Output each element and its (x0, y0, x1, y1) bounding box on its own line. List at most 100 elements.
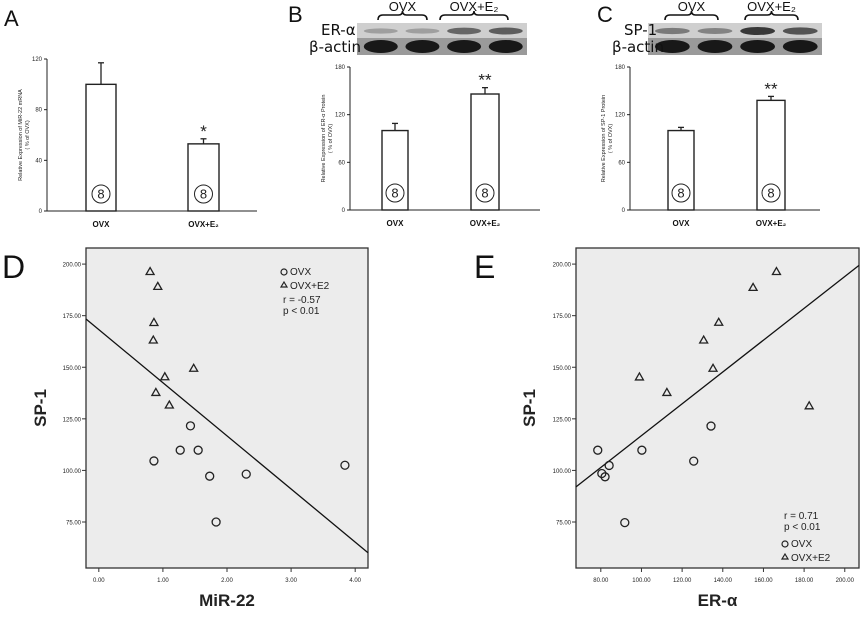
data-point-ovx (149, 456, 159, 466)
x-tick-label: 180.00 (795, 578, 814, 584)
y-axis-label: Relative Expression of SP-1 Protein (601, 95, 607, 182)
legend: OVX OVX+E2 (780, 539, 831, 564)
n-label: 8 (677, 186, 684, 201)
y-tick-label: 125.00 (63, 417, 82, 423)
x-tick-label: 160.00 (754, 578, 773, 584)
n-label: 8 (481, 186, 488, 201)
n-label: 8 (767, 186, 774, 201)
data-point-ovx-e2 (707, 362, 719, 372)
n-circle (761, 183, 781, 203)
panel-label: C (597, 2, 613, 27)
y-axis-label: Relative Expression of MiR-22 mRNA (18, 89, 24, 181)
blot-strip-actin (648, 38, 822, 55)
data-point-ovx-e2 (771, 266, 782, 276)
blot-band (363, 28, 398, 34)
data-point-ovx (211, 517, 221, 527)
data-point-ovx-e2 (661, 387, 672, 397)
data-point-ovx-e2 (713, 316, 724, 326)
legend-circle-icon (280, 268, 288, 276)
n-label: 8 (97, 187, 104, 202)
blot-row-label: ER-α (321, 21, 356, 39)
blot-band (740, 27, 776, 35)
y-tick-label: 150.00 (553, 366, 572, 372)
blot-band (447, 27, 482, 35)
y-tick-label: 75.00 (556, 520, 572, 526)
legend-circle-icon (781, 540, 789, 548)
y-axis-label-unit: ( % of OVX) (328, 124, 334, 154)
blot-row-label: SP-1 (624, 21, 657, 39)
y-axis-label: Relative Expression of ER-α Protein (321, 95, 327, 183)
x-tick-label: 2.00 (221, 578, 233, 584)
y-axis-label-unit: ( % of OVX) (608, 124, 614, 154)
legend-triangle-icon (279, 280, 289, 288)
data-point-ovx-e2 (152, 281, 163, 291)
panel-a-bar-chart: A 0 40 80 120 Relative Expression of MiR-22 m… (4, 6, 257, 229)
y-axis-label: SP-1 (31, 389, 50, 427)
blot-band (405, 40, 440, 53)
significance-marker: ** (478, 71, 492, 90)
x-category-label: OVX+E₂ (756, 219, 787, 228)
data-point-ovx (241, 469, 251, 479)
n-label: 8 (391, 186, 398, 201)
panel-label: D (2, 249, 25, 285)
correlation-annotation: r = 0.71p < 0.01 (784, 511, 821, 533)
y-tick-label: 60 (618, 160, 625, 166)
n-label: 8 (200, 187, 207, 202)
data-point-ovx-e2 (804, 400, 815, 410)
panel-e-scatter-plot: E 75.00 100.00 125.00 150.00 175.00 200.00 80.0… (474, 247, 860, 610)
y-tick-label: 150.00 (63, 366, 82, 372)
n-circle (385, 183, 405, 203)
panel-c-bar-chart: C 0 60 120 180 Relative Expression of SP-1 Pr… (597, 0, 822, 228)
y-tick-label: 120 (615, 113, 626, 119)
x-tick-label: 0.00 (93, 578, 105, 584)
y-tick-label: 200.00 (63, 263, 82, 269)
blot-band (447, 40, 482, 53)
x-tick-label: 80.00 (593, 578, 609, 584)
legend-label: OVX (290, 267, 311, 278)
legend-triangle-icon (780, 552, 790, 560)
blot-strip-actin (357, 38, 527, 55)
y-tick-label: 0 (39, 209, 43, 215)
blot-band (782, 40, 818, 53)
n-circle (671, 183, 691, 203)
blot-band (654, 27, 690, 35)
correlation-p: p < 0.01 (784, 522, 821, 533)
y-tick-label: 75.00 (66, 520, 82, 526)
n-circle (194, 184, 213, 204)
data-point-ovx (193, 445, 203, 455)
data-point-ovx-e2 (164, 399, 175, 409)
legend-label: OVX+E2 (290, 281, 330, 292)
data-point-ovx (185, 421, 196, 431)
y-tick-label: 0 (622, 208, 626, 214)
blot-band (488, 27, 523, 35)
x-tick-label: 1.00 (157, 578, 169, 584)
data-point-ovx-e2 (148, 334, 159, 344)
panel-label: B (288, 2, 303, 27)
legend-label: OVX (791, 539, 812, 550)
x-axis-label: ER-α (698, 591, 738, 610)
x-tick-label: 100.00 (632, 578, 651, 584)
y-tick-label: 0 (342, 208, 346, 214)
correlation-p: p < 0.01 (283, 306, 320, 317)
x-tick-label: 120.00 (673, 578, 692, 584)
y-tick-label: 180 (335, 65, 346, 71)
data-point-ovx-e2 (159, 371, 170, 381)
panel-d-scatter-plot: D 75.00 100.00 125.00 150.00 175.00 200.00 0.00… (2, 247, 369, 610)
correlation-r: r = -0.57 (283, 295, 321, 306)
data-point-ovx (620, 517, 630, 528)
blot-group-label: OVX (389, 0, 417, 14)
group-brace (377, 10, 428, 21)
x-tick-label: 140.00 (714, 578, 733, 584)
x-tick-label: 200.00 (836, 578, 855, 584)
blot-group-label: OVX (678, 0, 706, 14)
blot-strip-top (357, 23, 527, 38)
x-tick-label: 3.00 (285, 578, 297, 584)
n-circle (475, 183, 495, 203)
plot-area (575, 247, 860, 569)
data-point-ovx-e2 (144, 266, 156, 276)
data-point-ovx (175, 445, 185, 455)
data-point-ovx (706, 421, 716, 431)
bar-ovx (85, 83, 117, 212)
y-tick-label: 120 (32, 57, 43, 63)
